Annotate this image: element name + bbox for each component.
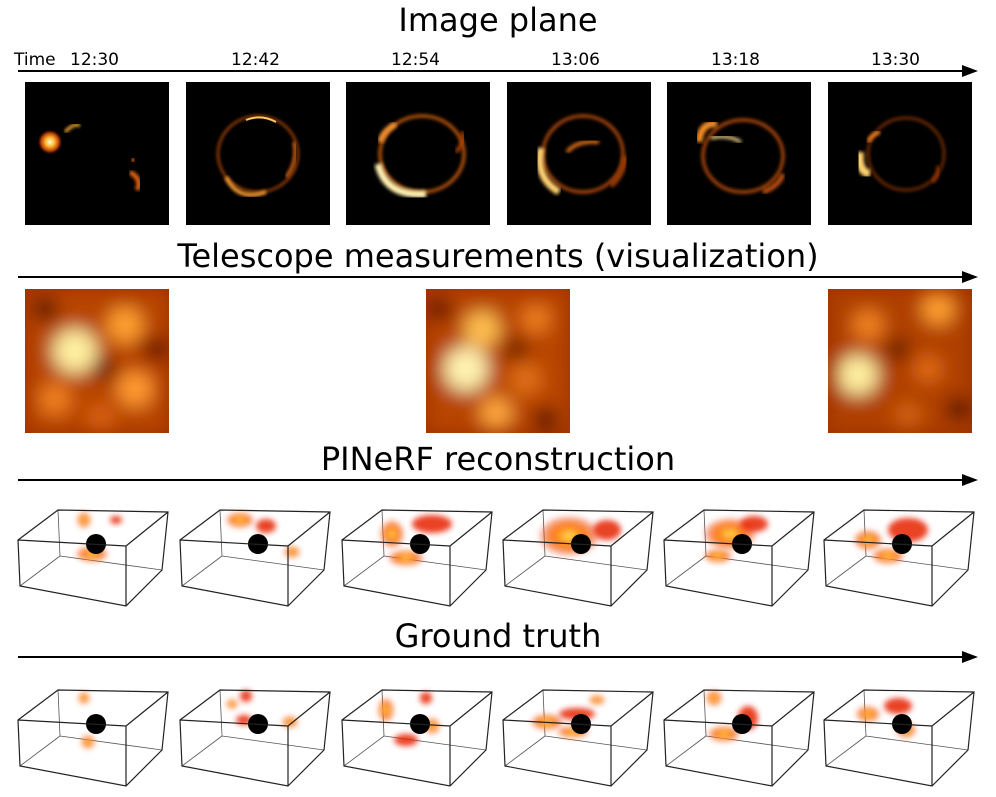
image-plane-frame-2 [186,82,330,225]
time-arrow-2 [18,271,978,283]
ground-truth-frame-3 [336,670,496,790]
emission-blob [77,512,91,528]
image-plane-frame-1 [25,82,169,225]
ground-truth-title: Ground truth [394,617,602,655]
box-edges [179,689,331,787]
emission-blob [854,530,882,550]
telescope-measurement-2 [426,289,570,433]
emission-blob [412,515,452,533]
box-hidden-edges [181,509,325,587]
emission-blob [236,715,252,725]
ground-truth-frame-4 [497,670,657,790]
emission-blob [708,726,740,742]
reconstruction-frame-1 [12,490,172,610]
time-tick-4: 13:06 [551,50,600,70]
emission-blob [394,734,418,746]
emission-blob [378,698,394,722]
box-edges [823,509,975,607]
box-hidden-edges [19,509,163,587]
box-hidden-edges [19,689,163,767]
time-tick-5: 13:18 [711,50,760,70]
time-axis-label: Time [14,50,56,70]
box-edges [17,509,169,607]
emission-blob [704,549,732,563]
reconstruction-frame-6 [818,490,978,610]
ground-truth-frame-2 [174,670,334,790]
reconstruction-frame-2 [174,490,334,610]
box-edges [179,509,331,607]
emission-blob [539,516,599,556]
ground-truth-frame-6 [818,670,978,790]
box-hidden-edges [825,689,969,767]
emission-blob [110,516,122,524]
emission-blob [78,692,90,704]
box-edges [663,509,815,607]
image-plane-title: Image plane [398,1,598,39]
reconstruction-title: PINeRF reconstruction [320,440,676,478]
emission-blob [593,520,621,540]
time-arrow-3 [18,474,978,486]
box-edges [502,509,654,607]
box-hidden-edges [504,689,648,767]
image-plane-frame-4 [507,82,651,225]
image-plane-frame-3 [346,82,490,225]
reconstruction-frame-3 [336,490,496,610]
emission-blob [856,706,880,722]
box-edges [341,689,493,787]
image-plane-frame-6 [828,82,972,225]
emission-blob [589,695,605,705]
reconstruction-frame-5 [658,490,818,610]
time-tick-3: 12:54 [391,50,440,70]
telescope-measurement-3 [828,289,972,433]
time-tick-6: 13:30 [871,50,920,70]
emission-blob [240,690,252,702]
image-plane-frame-5 [667,82,811,225]
emission-blob [226,512,254,528]
emission-blob [256,519,276,533]
reconstruction-frame-4 [497,490,657,610]
emission-blob [284,546,300,558]
emission-blob [706,690,722,706]
box-edges [341,509,493,607]
ground-truth-frame-1 [12,670,172,790]
emission-blob [282,716,298,728]
ground-truth-frame-5 [658,670,818,790]
telescope-title: Telescope measurements (visualization) [177,237,819,275]
emission-blob [884,698,912,714]
box-edges [823,689,975,787]
time-tick-2: 12:42 [231,50,280,70]
emission-blob [380,520,404,548]
time-arrow-1 [18,65,978,77]
box-edges [663,689,815,787]
box-hidden-edges [181,689,325,767]
emission-blob [226,699,238,709]
time-tick-1: 12:30 [70,50,119,70]
box-edges [502,689,654,787]
emission-blob [81,735,95,749]
box-edges [17,689,169,787]
emission-blob [388,550,424,566]
emission-blob [740,516,768,532]
telescope-measurement-1 [25,289,169,433]
emission-blob [420,692,432,704]
time-arrow-4 [18,651,978,663]
